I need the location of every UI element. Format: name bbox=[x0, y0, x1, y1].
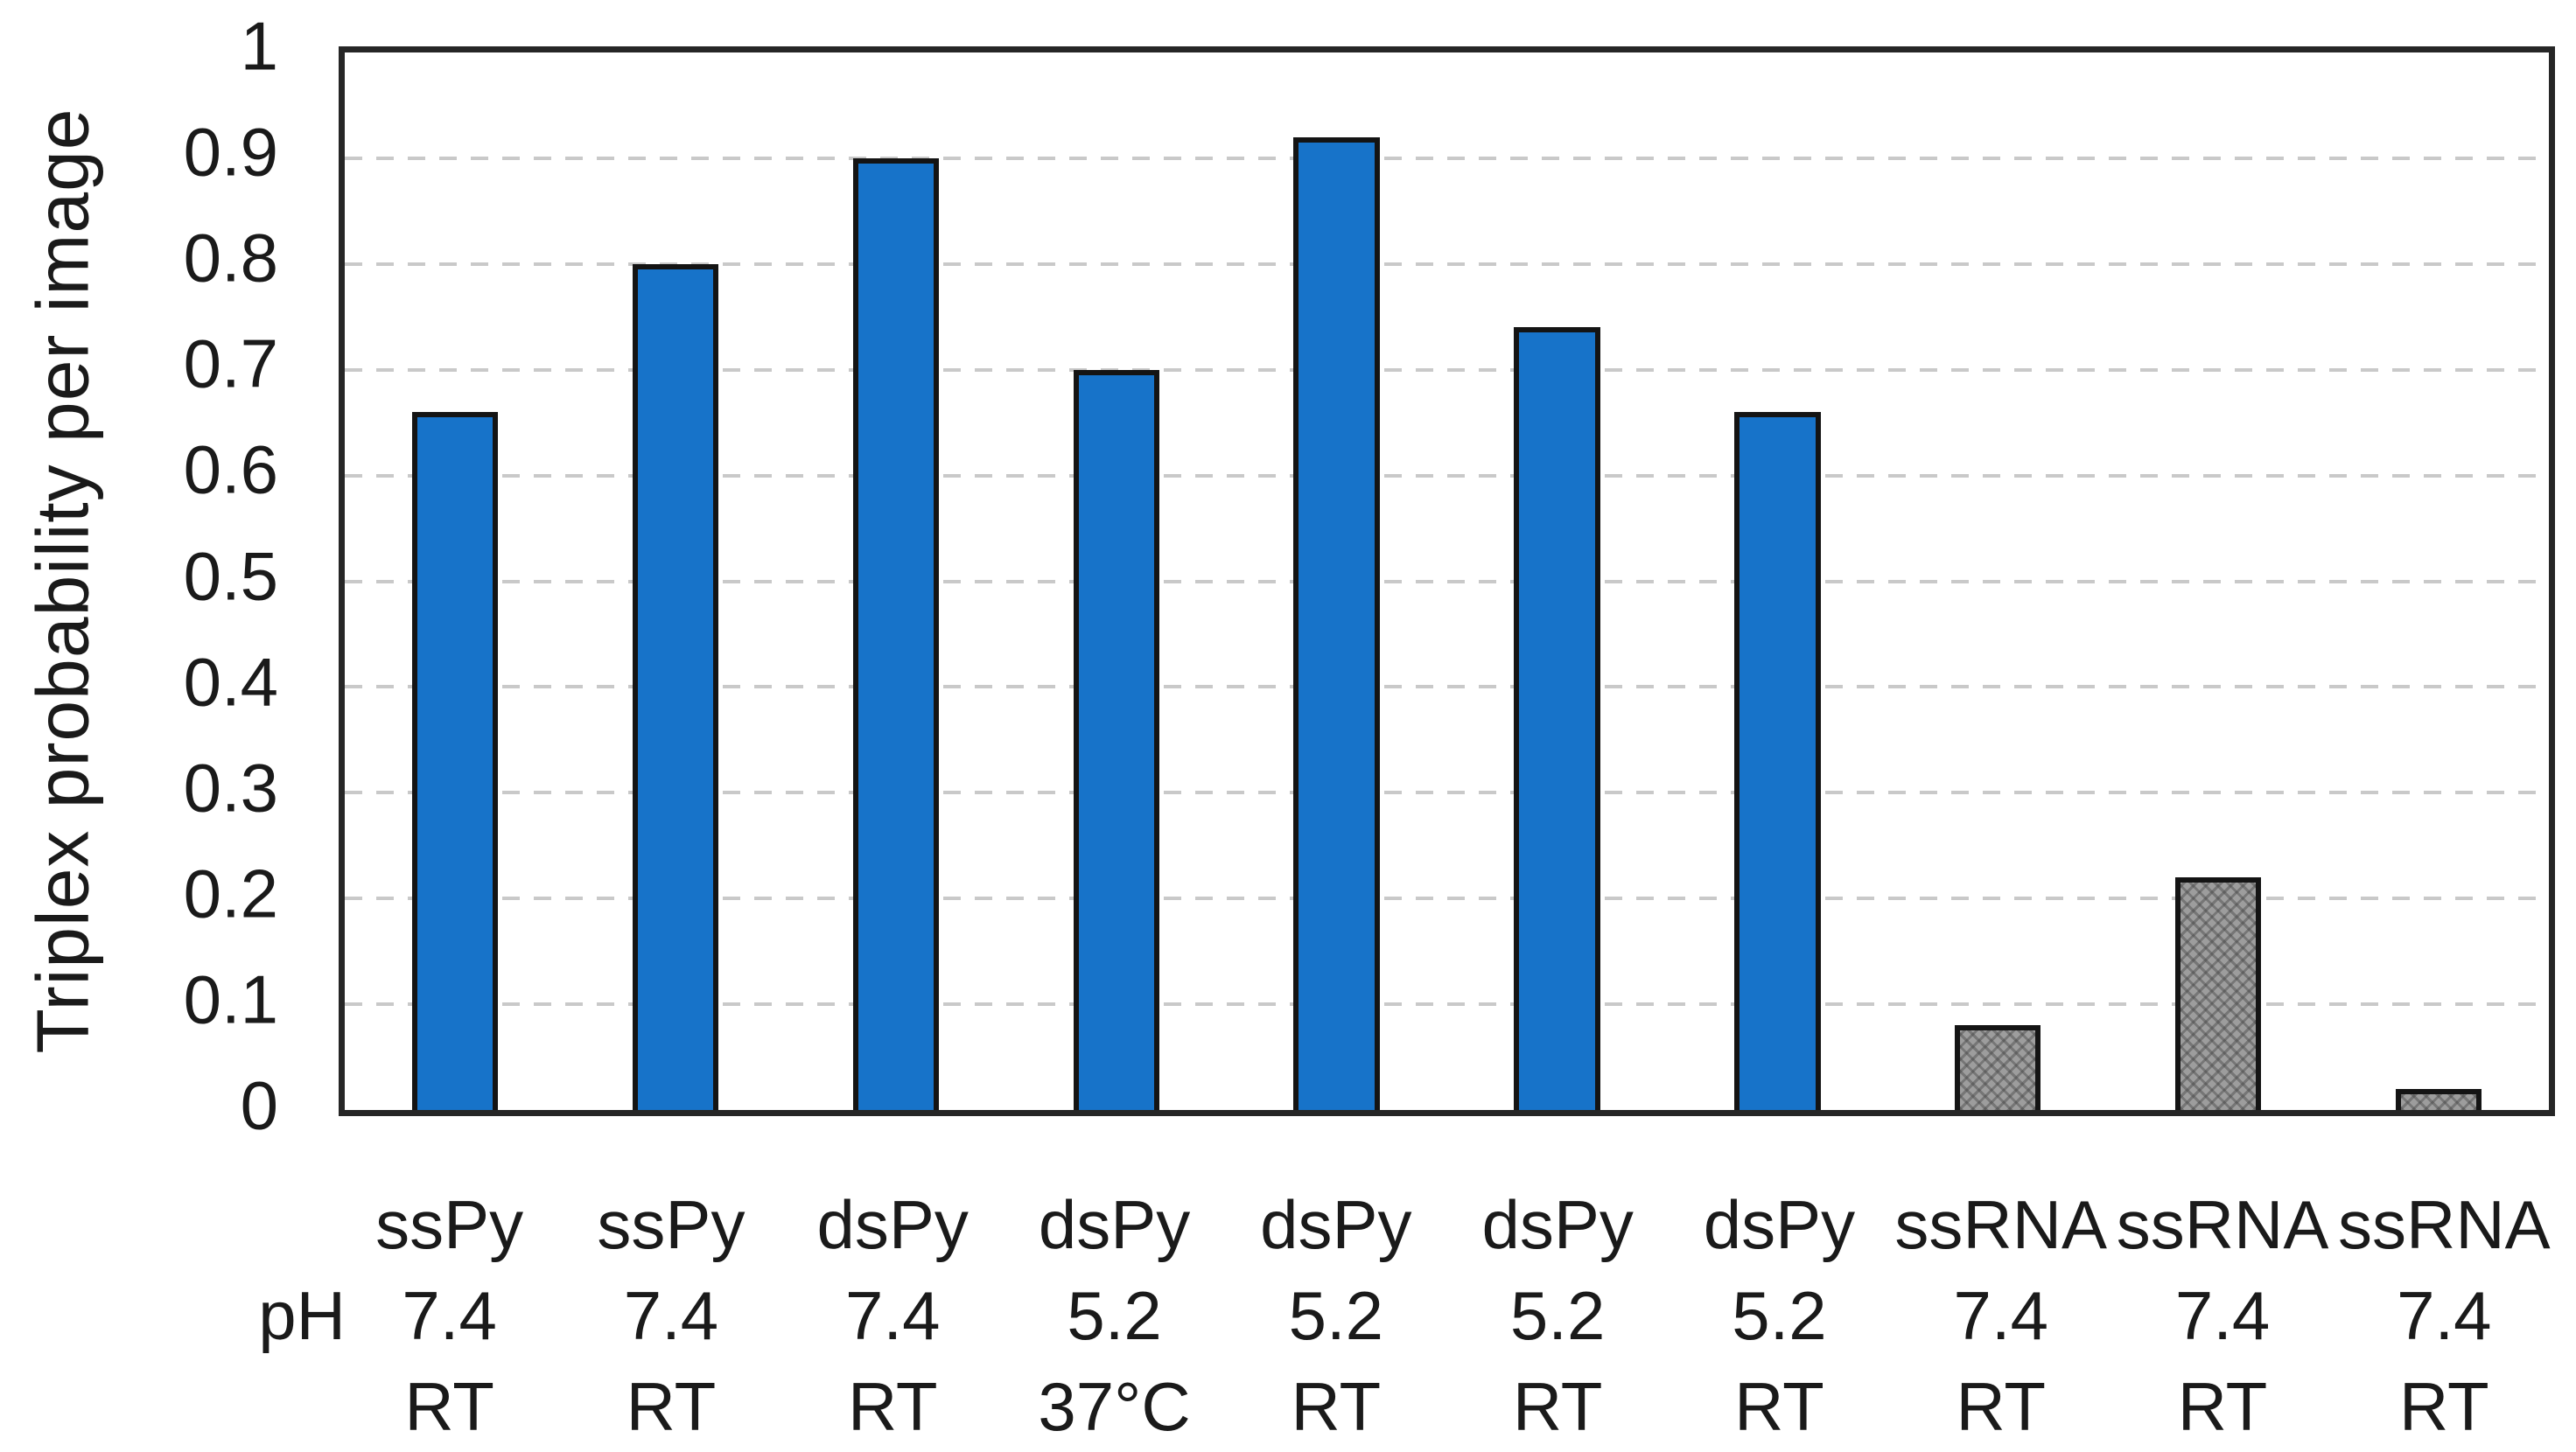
x-label-name: dsPy bbox=[816, 1186, 969, 1263]
bar-ssrna-8 bbox=[2175, 877, 2262, 1110]
bar-ssrna-9 bbox=[2395, 1088, 2482, 1110]
x-label-name: dsPy bbox=[1481, 1186, 1634, 1263]
bar-dspy-4 bbox=[1293, 136, 1380, 1110]
bar-category-slot bbox=[1006, 52, 1227, 1110]
x-label-ph: 5.2 bbox=[1288, 1277, 1384, 1354]
bar-layer bbox=[345, 52, 2549, 1110]
bar-category-slot bbox=[2328, 52, 2549, 1110]
x-label-temperature: RT bbox=[1291, 1368, 1382, 1445]
x-label-ph: 7.4 bbox=[2174, 1277, 2271, 1354]
x-label-name: ssRNA bbox=[2116, 1186, 2329, 1263]
x-label-temperature: 37°C bbox=[1038, 1368, 1191, 1445]
x-label-column: dsPy 5.2 37°C bbox=[1004, 1179, 1225, 1452]
y-tick-label: 1 bbox=[240, 7, 278, 85]
x-label-ph: 7.4 bbox=[402, 1277, 497, 1354]
x-label-column: ssPy 7.4 RT bbox=[339, 1179, 560, 1452]
x-label-temperature: RT bbox=[847, 1368, 938, 1445]
y-tick-label: 0 bbox=[240, 1066, 278, 1144]
gridline bbox=[345, 1002, 2549, 1007]
gridline-layer bbox=[345, 52, 2549, 1110]
y-tick-label: 0.6 bbox=[183, 430, 278, 508]
x-label-ph: 5.2 bbox=[1067, 1277, 1162, 1354]
bar-category-slot bbox=[2108, 52, 2328, 1110]
x-label-temperature: RT bbox=[626, 1368, 717, 1445]
x-label-column: dsPy 7.4 RT bbox=[782, 1179, 1004, 1452]
x-label-ph: 5.2 bbox=[1509, 1277, 1606, 1354]
x-label-ph: 5.2 bbox=[1732, 1277, 1827, 1354]
y-tick-label: 0.5 bbox=[183, 537, 278, 614]
bar-sspy-1 bbox=[632, 263, 718, 1110]
x-label-temperature: RT bbox=[1734, 1368, 1824, 1445]
y-tick-label: 0.1 bbox=[183, 960, 278, 1038]
bar-dspy-2 bbox=[852, 157, 939, 1110]
x-label-temperature: RT bbox=[2177, 1368, 2268, 1445]
x-label-name: ssPy bbox=[375, 1186, 524, 1263]
gridline bbox=[345, 473, 2549, 478]
y-tick-label: 0.2 bbox=[183, 855, 278, 932]
x-label-column: ssRNA 7.4 RT bbox=[2111, 1179, 2333, 1452]
x-label-column: ssRNA 7.4 RT bbox=[2334, 1179, 2555, 1452]
y-tick-label: 0.7 bbox=[183, 325, 278, 402]
x-label-temperature: RT bbox=[2399, 1368, 2489, 1445]
y-tick-label: 0.3 bbox=[183, 749, 278, 827]
x-label-column: ssPy 7.4 RT bbox=[560, 1179, 781, 1452]
x-axis-labels: ssPy 7.4 RT ssPy 7.4 RT dsPy 7.4 RT dsPy 5.2 37°C ds… bbox=[339, 1179, 2555, 1452]
gridline bbox=[345, 791, 2549, 795]
x-label-ph: 7.4 bbox=[2397, 1277, 2492, 1354]
bar-category-slot bbox=[1447, 52, 1668, 1110]
gridline bbox=[345, 156, 2549, 160]
bar-category-slot bbox=[345, 52, 565, 1110]
y-tick-label: 0.8 bbox=[183, 219, 278, 297]
bar-dspy-5 bbox=[1514, 327, 1600, 1110]
x-label-ph: 7.4 bbox=[1953, 1277, 2048, 1354]
x-label-column: dsPy 5.2 RT bbox=[1225, 1179, 1446, 1452]
bar-category-slot bbox=[1227, 52, 1447, 1110]
bar-ssrna-7 bbox=[1955, 1025, 2041, 1110]
y-tick-label: 0.4 bbox=[183, 643, 278, 721]
bar-category-slot bbox=[1887, 52, 2108, 1110]
plot-area bbox=[339, 46, 2555, 1116]
x-label-temperature: RT bbox=[1956, 1368, 2047, 1445]
gridline bbox=[345, 579, 2549, 583]
x-label-name: ssRNA bbox=[2338, 1186, 2551, 1263]
x-label-name: ssRNA bbox=[1894, 1186, 2108, 1263]
x-label-name: dsPy bbox=[1038, 1186, 1191, 1263]
x-label-column: dsPy 5.2 RT bbox=[1669, 1179, 1890, 1452]
x-label-ph: 7.4 bbox=[623, 1277, 719, 1354]
bar-sspy-0 bbox=[411, 412, 499, 1110]
x-label-temperature: RT bbox=[1512, 1368, 1603, 1445]
x-label-name: dsPy bbox=[1260, 1186, 1412, 1263]
x-label-temperature: RT bbox=[404, 1368, 494, 1445]
x-label-column: dsPy 5.2 RT bbox=[1447, 1179, 1669, 1452]
gridline bbox=[345, 262, 2549, 266]
ph-row-label: pH bbox=[258, 1277, 346, 1354]
gridline bbox=[345, 897, 2549, 901]
x-label-name: ssPy bbox=[597, 1186, 746, 1263]
x-label-column: ssRNA 7.4 RT bbox=[1890, 1179, 2111, 1452]
bar-category-slot bbox=[786, 52, 1006, 1110]
y-tick-label: 0.9 bbox=[183, 113, 278, 191]
bar-dspy-6 bbox=[1734, 412, 1821, 1110]
bar-dspy-3 bbox=[1073, 369, 1159, 1110]
bar-category-slot bbox=[1667, 52, 1887, 1110]
x-label-name: dsPy bbox=[1703, 1186, 1856, 1263]
y-axis-ticks: 1 0.9 0.8 0.7 0.6 0.5 0.4 0.3 0.2 0.1 0 bbox=[0, 8, 278, 1144]
gridline bbox=[345, 685, 2549, 689]
bar-category-slot bbox=[565, 52, 786, 1110]
x-label-ph: 7.4 bbox=[845, 1277, 941, 1354]
gridline bbox=[345, 367, 2549, 372]
